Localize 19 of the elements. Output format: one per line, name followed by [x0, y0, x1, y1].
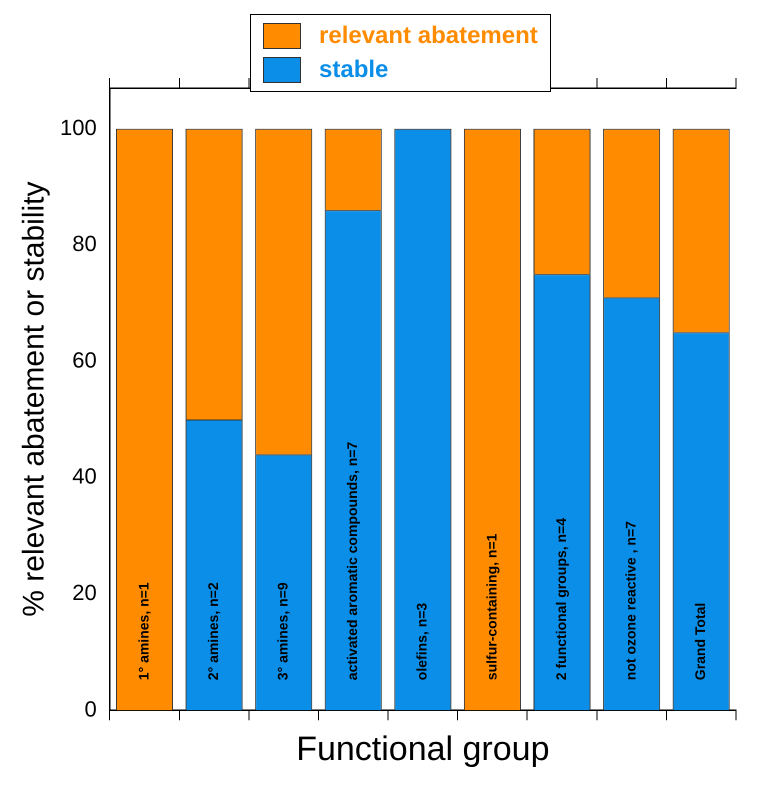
y-tick-label: 0	[84, 696, 97, 722]
y-tick-label: 40	[72, 464, 97, 489]
y-tick-label: 100	[60, 114, 97, 140]
x-tick-label: 2° amines, n=2	[204, 582, 221, 680]
x-axis-title: Functional group	[296, 730, 550, 768]
y-tick-label: 80	[72, 231, 97, 256]
x-tick-label: Grand Total	[692, 602, 708, 680]
y-tick-label: 20	[72, 580, 97, 605]
x-tick-label: olefins, n=3	[414, 602, 430, 680]
series-label: stable	[319, 56, 388, 84]
x-tick-label: activated aromatic compounds, n=7	[344, 442, 360, 680]
x-tick-label: 1° amines, n=1	[135, 582, 152, 680]
y-tick-label: 60	[72, 347, 97, 372]
x-tick-label: sulfur-containing, n=1	[483, 533, 500, 680]
x-tick-label: 2 functional groups, n=4	[552, 518, 569, 680]
x-tick-label: 3° amines, n=9	[274, 582, 291, 680]
legend-label: relevant abatement	[319, 22, 538, 50]
y-axis-title: % relevant abatement or stability	[17, 181, 50, 617]
x-tick-label: not ozone reactive , n=7	[622, 520, 638, 680]
